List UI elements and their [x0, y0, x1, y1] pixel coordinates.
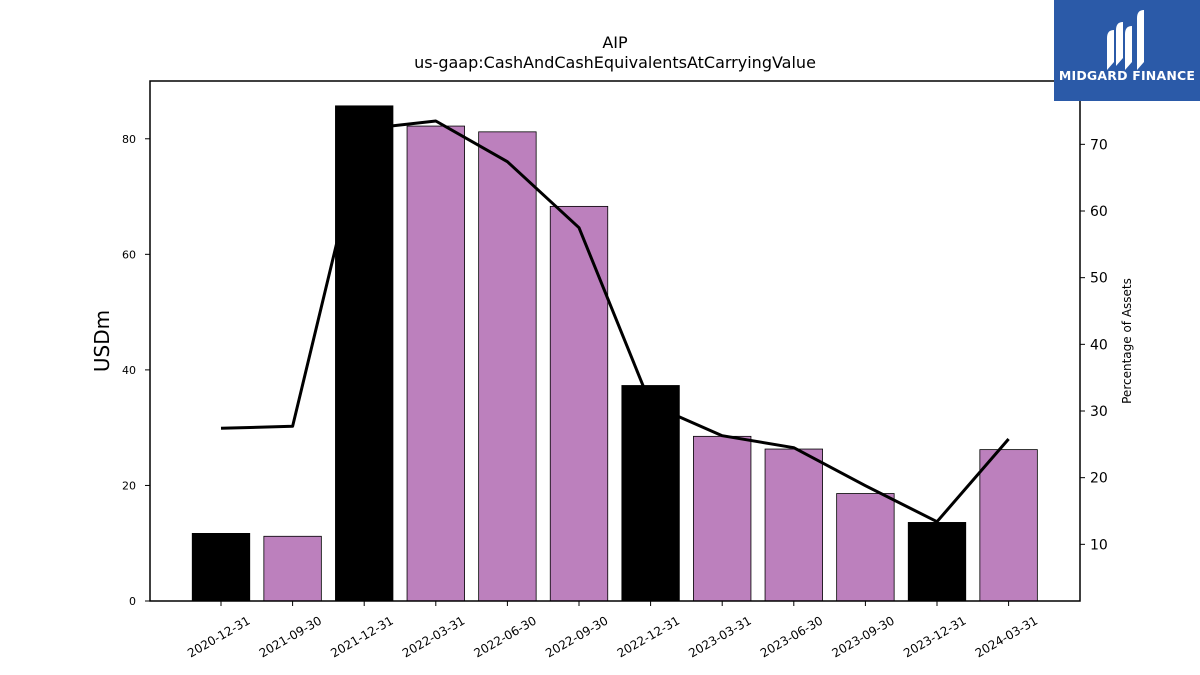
y-axis-label: USDm [90, 310, 114, 372]
x-tick-label: 2022-03-31 [400, 613, 467, 660]
x-tick-label: 2021-12-31 [328, 613, 395, 660]
x-tick-label: 2021-09-30 [257, 613, 324, 660]
bar-2023-06-30 [764, 448, 823, 602]
x-tick-label: 2022-09-30 [543, 613, 610, 660]
x-tick-label: 2022-06-30 [471, 613, 538, 660]
x-tick-label: 2023-06-30 [758, 613, 825, 660]
y-tick-label: 60 [122, 248, 136, 261]
bar-2022-09-30 [549, 205, 609, 602]
bar-2021-12-31 [335, 105, 394, 602]
y-tick-label: 80 [122, 133, 136, 146]
x-tick-label: 2023-09-30 [829, 613, 896, 660]
bar-2021-09-30 [263, 535, 322, 602]
bar-2023-12-31 [907, 522, 967, 602]
x-tick-label: 2023-12-31 [901, 613, 968, 660]
y-axis-left: 0 20 40 60 80 [122, 133, 150, 608]
midgard-finance-logo: MIDGARD FINANCE [1054, 0, 1200, 101]
percentage-line [220, 119, 1010, 524]
bar-2022-03-31 [406, 125, 465, 602]
bar-2024-03-31 [979, 449, 1038, 602]
y2-tick-label: 20 [1090, 471, 1108, 487]
y2-tick-label: 50 [1090, 271, 1108, 287]
logo-mark-icon [1107, 10, 1144, 70]
bar-series [191, 105, 1038, 602]
y2-tick-label: 10 [1090, 537, 1108, 553]
y-tick-label: 40 [122, 364, 136, 377]
bar-2023-09-30 [836, 493, 895, 602]
y2-axis-label: Percentage of Assets [1120, 278, 1134, 404]
x-tick-label: 2022-12-31 [615, 613, 682, 660]
x-tick-label: 2023-03-31 [686, 613, 753, 660]
y-tick-label: 20 [122, 479, 136, 492]
bar-2022-12-31 [621, 385, 680, 602]
bar-2023-03-31 [693, 435, 752, 602]
bar-2020-12-31 [191, 533, 251, 602]
x-tick-label: 2024-03-31 [973, 613, 1040, 660]
plot-frame [149, 80, 1081, 602]
y2-tick-label: 40 [1090, 337, 1108, 353]
y-axis-right: 10 20 30 40 50 60 70 [1080, 137, 1108, 553]
x-tick-label: 2020-12-31 [185, 613, 252, 660]
y-tick-label: 0 [129, 595, 136, 608]
y2-tick-label: 30 [1090, 404, 1108, 420]
y2-tick-label: 60 [1090, 204, 1108, 220]
chart-title: AIP [602, 33, 628, 52]
y2-tick-label: 70 [1090, 137, 1108, 153]
percentage-line-series [220, 119, 1010, 524]
logo-text: MIDGARD FINANCE [1058, 68, 1196, 83]
chart-subtitle: us-gaap:CashAndCashEquivalentsAtCarrying… [414, 53, 816, 72]
bar-2022-06-30 [478, 131, 537, 602]
x-axis: 2020-12-31 2021-09-30 2021-12-31 2022-03-31… [185, 601, 1040, 660]
